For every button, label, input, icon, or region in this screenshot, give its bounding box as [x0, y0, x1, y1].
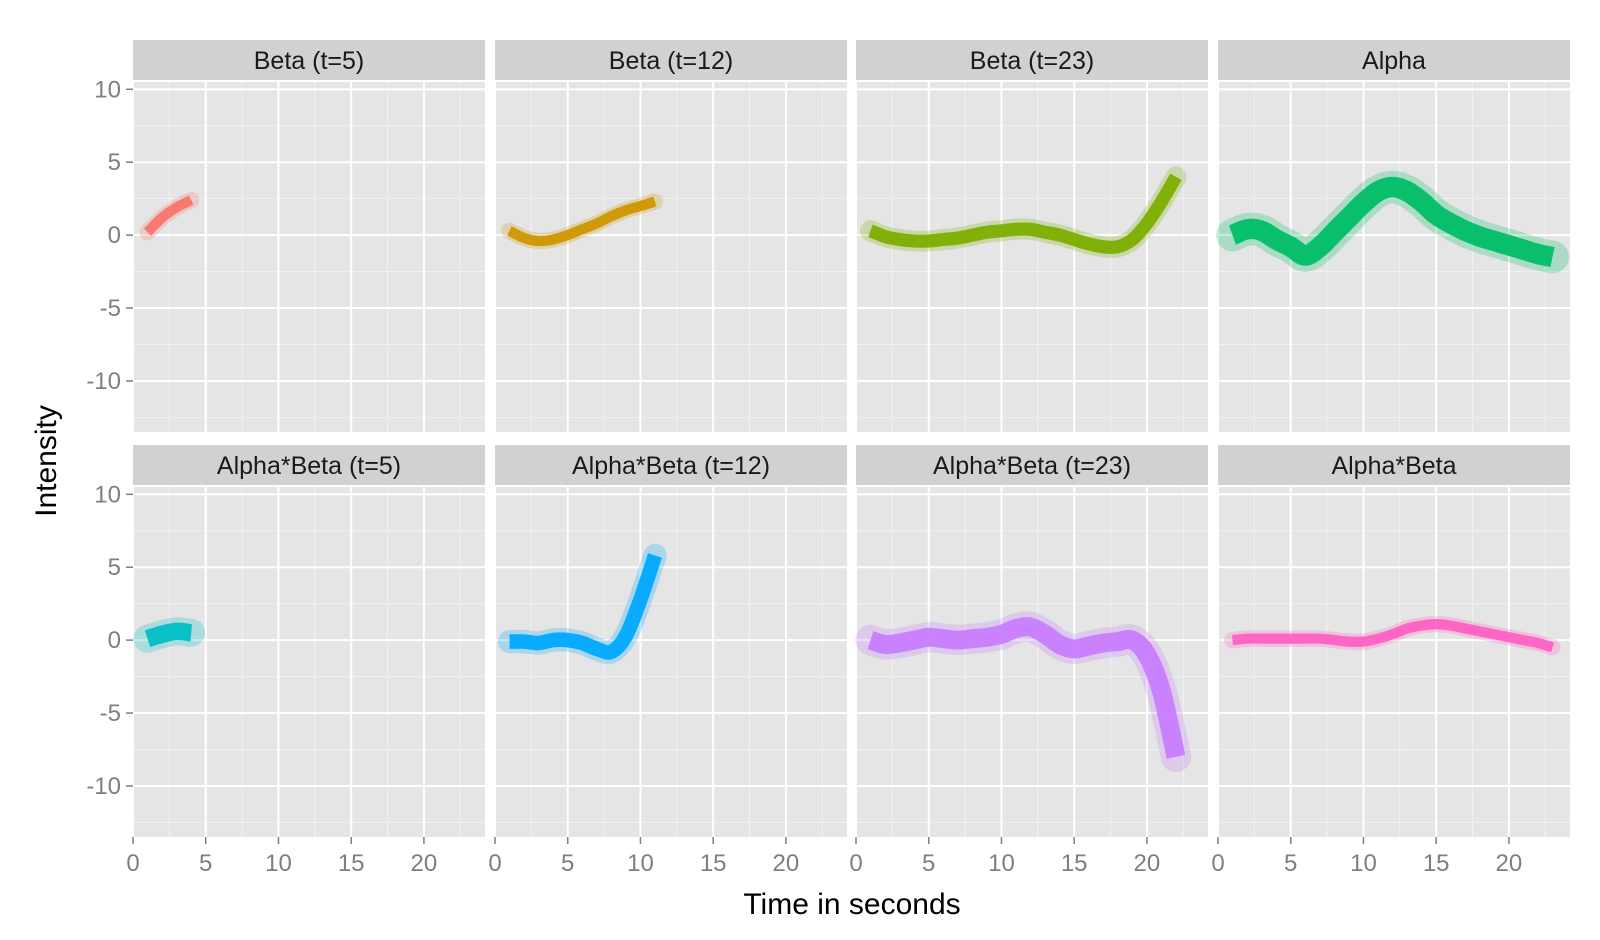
panel-background	[495, 82, 847, 432]
x-tick-label: 0	[849, 850, 862, 877]
facet-strip-label: Alpha*Beta	[1331, 452, 1456, 480]
x-tick-label: 0	[488, 850, 501, 877]
facet-strip-label: Alpha*Beta (t=23)	[933, 452, 1131, 480]
facet-panel: Beta (t=23)	[855, 40, 1208, 432]
x-tick-label: 20	[1496, 850, 1523, 877]
panel-background	[495, 487, 847, 837]
facet-strip-label: Alpha*Beta (t=12)	[572, 452, 770, 480]
facet-panel: Alpha	[1216, 40, 1570, 432]
x-tick-label: 10	[1350, 850, 1377, 877]
y-tick-label: -5	[100, 295, 121, 322]
x-tick-label: 15	[338, 850, 365, 877]
facet-strip	[856, 445, 1208, 485]
panel-background	[133, 82, 485, 432]
y-tick-label: 5	[108, 149, 121, 176]
facet-strip	[495, 40, 847, 80]
x-tick-label: 20	[1134, 850, 1161, 877]
facet-panel: Alpha*Beta (t=5) 10 5 0 -5 -10 0 5 10 15 20	[86, 445, 485, 877]
facet-panel: Beta (t=12)	[494, 40, 847, 432]
y-tick-label: 10	[94, 76, 121, 103]
y-tick-label: -10	[86, 368, 121, 395]
y-tick-label: 0	[108, 627, 121, 654]
panel-background	[1218, 82, 1570, 432]
facet-strip-label: Beta (t=23)	[970, 47, 1094, 75]
panel-background	[856, 82, 1208, 432]
x-tick-label: 10	[265, 850, 292, 877]
series-line	[867, 617, 1186, 759]
facet-panel: Alpha*Beta (t=23) 0 5 10 15 20	[849, 445, 1208, 877]
y-tick-label: -5	[100, 700, 121, 727]
facet-strip-label: Alpha	[1362, 47, 1426, 75]
x-tick-label: 10	[988, 850, 1015, 877]
series-line	[868, 173, 1182, 255]
facet-strip	[856, 40, 1208, 80]
series-line	[144, 622, 193, 648]
facet-strip-label: Beta (t=5)	[254, 47, 364, 75]
series-line	[1228, 176, 1555, 268]
facet-panel: Alpha*Beta 0 5 10 15 20	[1211, 445, 1570, 877]
facet-strip	[133, 445, 485, 485]
x-tick-label: 0	[1211, 850, 1224, 877]
x-tick-label: 20	[773, 850, 800, 877]
series-line	[143, 195, 194, 236]
x-tick-label: 20	[411, 850, 438, 877]
facet-strip	[1218, 445, 1570, 485]
series-line	[507, 196, 657, 247]
y-axis-title: Intensity	[30, 405, 63, 517]
y-tick-label: 5	[108, 554, 121, 581]
y-tick-label: 0	[108, 222, 121, 249]
x-tick-label: 5	[199, 850, 212, 877]
facet-panel: Alpha*Beta (t=12) 0 5 10 15 20	[488, 445, 847, 877]
facet-strip-label: Beta (t=12)	[609, 47, 733, 75]
x-tick-label: 15	[1423, 850, 1450, 877]
facet-panels: Beta (t=5) 10 5 0 -5 -10 Beta (t=12) Beta (t=23…	[86, 40, 1570, 877]
facet-strip-label: Alpha*Beta (t=5)	[217, 452, 401, 480]
x-tick-label: 15	[1061, 850, 1088, 877]
y-tick-label: -10	[86, 773, 121, 800]
facet-panel: Beta (t=5) 10 5 0 -5 -10	[86, 40, 485, 432]
facet-strip	[1218, 40, 1570, 80]
x-tick-label: 5	[561, 850, 574, 877]
facet-strip	[133, 40, 485, 80]
series-line	[1232, 618, 1554, 653]
facet-strip	[495, 445, 847, 485]
x-axis-title: Time in seconds	[743, 888, 960, 921]
x-tick-label: 5	[1284, 850, 1297, 877]
series-line	[509, 553, 662, 660]
panel-background	[1218, 487, 1570, 837]
x-tick-label: 15	[700, 850, 727, 877]
y-tick-label: 10	[94, 481, 121, 508]
panel-background	[133, 487, 485, 837]
x-tick-label: 5	[922, 850, 935, 877]
x-tick-label: 10	[627, 850, 654, 877]
x-tick-label: 0	[126, 850, 139, 877]
